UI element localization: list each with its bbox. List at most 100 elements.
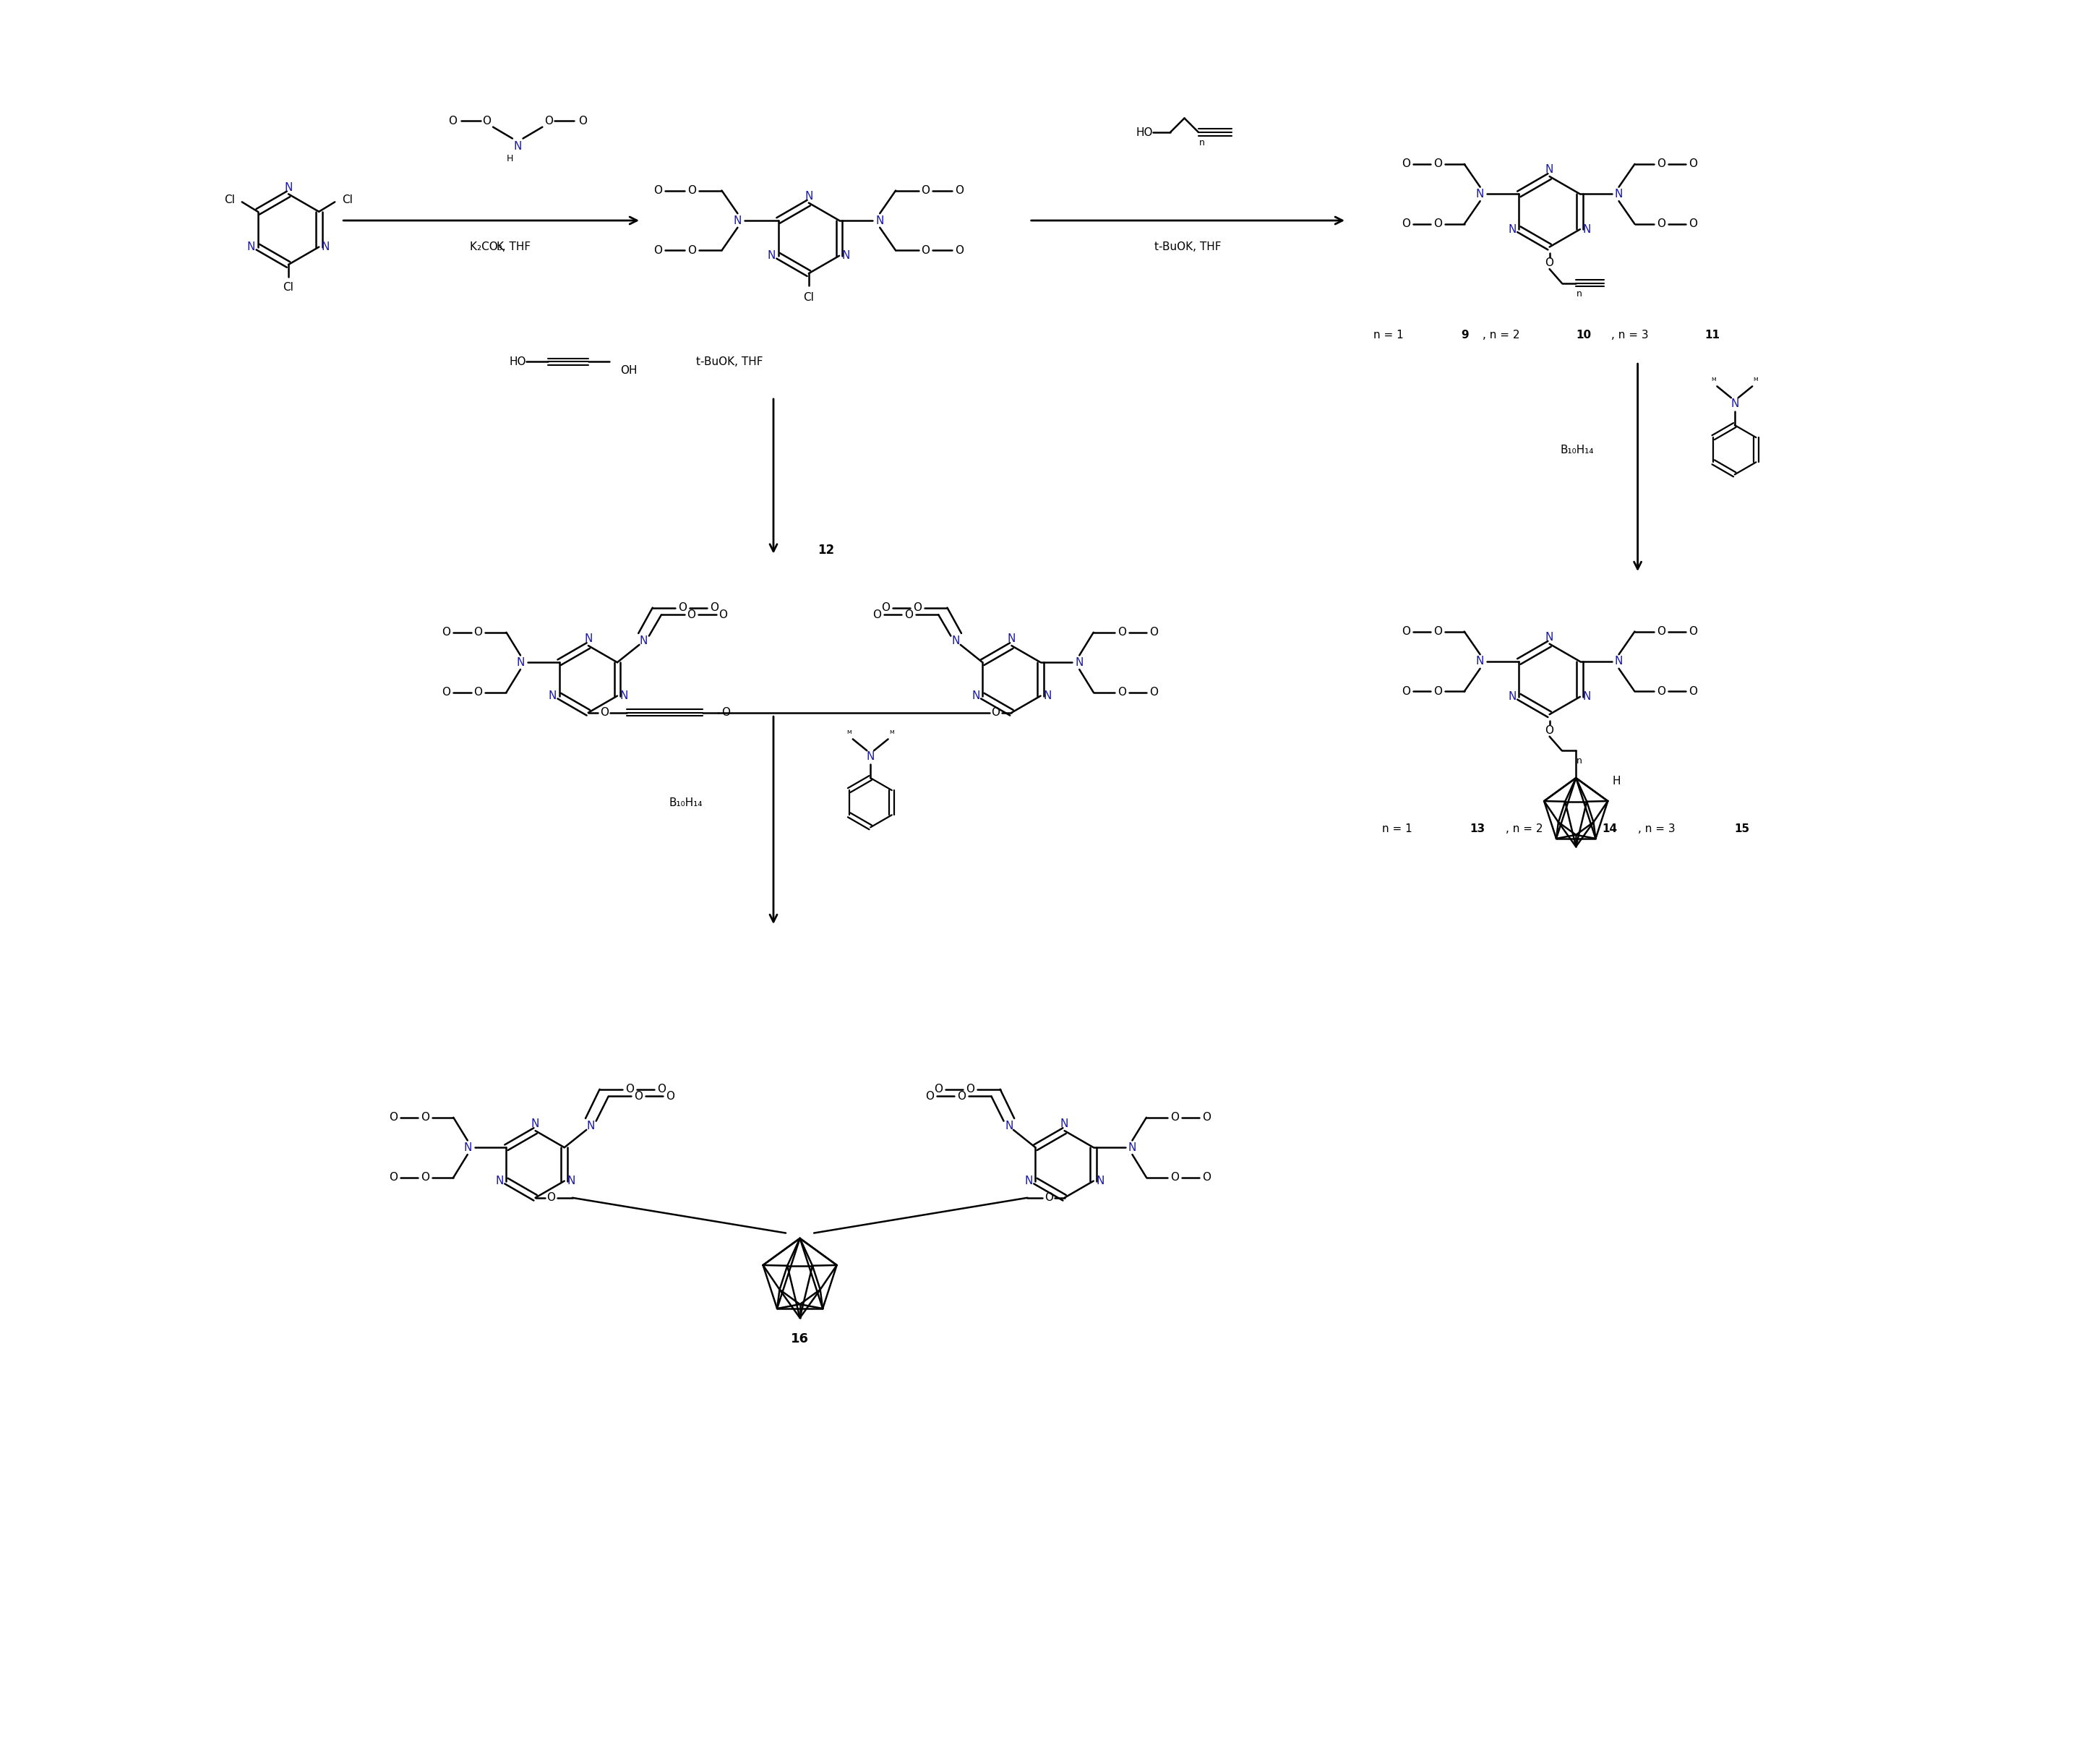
Text: 11: 11	[1704, 330, 1719, 340]
Text: N: N	[1007, 633, 1015, 644]
Text: B₁₀H₁₄: B₁₀H₁₄	[668, 797, 704, 808]
Text: N: N	[1731, 399, 1740, 409]
Text: O: O	[1117, 626, 1125, 639]
Text: O: O	[1432, 626, 1443, 637]
Text: N: N	[567, 1175, 575, 1187]
Text: N: N	[733, 215, 741, 226]
Text: O: O	[579, 115, 588, 127]
Text: HO: HO	[1136, 127, 1152, 138]
Text: O: O	[922, 185, 930, 196]
Text: N: N	[768, 250, 776, 261]
Text: O: O	[666, 1090, 675, 1102]
Text: 15: 15	[1736, 824, 1750, 834]
Text: O: O	[872, 609, 880, 621]
Text: N: N	[1476, 189, 1484, 199]
Text: N: N	[463, 1141, 471, 1154]
Text: O: O	[1657, 626, 1665, 637]
Text: N: N	[1615, 189, 1623, 199]
Text: N: N	[1127, 1141, 1136, 1154]
Text: H: H	[507, 153, 513, 164]
Text: O: O	[1688, 219, 1698, 229]
Text: ᴹ: ᴹ	[1711, 376, 1717, 386]
Text: N: N	[1005, 1120, 1013, 1132]
Text: N: N	[588, 1120, 596, 1132]
Text: O: O	[442, 626, 450, 639]
Text: N: N	[1026, 1175, 1034, 1187]
Text: n: n	[1576, 289, 1582, 298]
Text: O: O	[1171, 1111, 1179, 1124]
Text: O: O	[1171, 1171, 1179, 1184]
Text: Cl: Cl	[803, 291, 814, 303]
Text: , n = 3: , n = 3	[1611, 330, 1652, 340]
Text: OH: OH	[621, 365, 637, 376]
Text: O: O	[1657, 219, 1665, 229]
Text: O: O	[473, 626, 482, 639]
Text: O: O	[718, 609, 727, 621]
Text: ᴹ: ᴹ	[847, 729, 851, 739]
Text: O: O	[710, 602, 718, 614]
Text: HO: HO	[509, 356, 527, 367]
Text: O: O	[880, 602, 891, 614]
Text: O: O	[544, 115, 552, 127]
Text: N: N	[284, 182, 293, 192]
Text: O: O	[1117, 686, 1125, 699]
Text: O: O	[1432, 219, 1443, 229]
Text: O: O	[1401, 219, 1410, 229]
Text: N: N	[583, 633, 592, 644]
Text: N: N	[1476, 656, 1484, 667]
Text: N: N	[1096, 1175, 1104, 1187]
Text: O: O	[926, 1090, 934, 1102]
Text: 10: 10	[1576, 330, 1590, 340]
Text: O: O	[388, 1171, 399, 1184]
Text: O: O	[1044, 1192, 1053, 1203]
Text: O: O	[421, 1111, 430, 1124]
Text: N: N	[953, 635, 961, 647]
Text: t-BuOK, THF: t-BuOK, THF	[1154, 242, 1221, 252]
Text: O: O	[656, 1083, 666, 1095]
Text: O: O	[1202, 1111, 1210, 1124]
Text: N: N	[1545, 164, 1553, 175]
Text: O: O	[1202, 1171, 1210, 1184]
Text: 14: 14	[1603, 824, 1617, 834]
Text: 16: 16	[791, 1332, 810, 1346]
Text: O: O	[1545, 258, 1553, 268]
Text: O: O	[625, 1083, 633, 1095]
Text: N: N	[513, 141, 521, 152]
Text: N: N	[1615, 656, 1623, 667]
Text: , n = 2: , n = 2	[1505, 824, 1547, 834]
Text: , n = 2: , n = 2	[1482, 330, 1524, 340]
Text: , n = 3: , n = 3	[1638, 824, 1679, 834]
Text: N: N	[972, 690, 980, 702]
Text: N: N	[805, 191, 814, 201]
Text: O: O	[546, 1192, 556, 1203]
Text: n = 1: n = 1	[1383, 824, 1416, 834]
Text: N: N	[322, 242, 330, 252]
Text: N: N	[843, 250, 849, 261]
Text: O: O	[1432, 159, 1443, 169]
Text: ᴹ: ᴹ	[1754, 376, 1758, 386]
Text: O: O	[679, 602, 687, 614]
Text: O: O	[957, 1090, 965, 1102]
Text: O: O	[1401, 159, 1410, 169]
Text: Cl: Cl	[282, 282, 295, 293]
Text: O: O	[1688, 686, 1698, 697]
Text: n: n	[1200, 138, 1204, 148]
Text: O: O	[1401, 686, 1410, 697]
Text: O: O	[654, 185, 662, 196]
Text: Cl: Cl	[224, 194, 235, 206]
Text: O: O	[1432, 686, 1443, 697]
Text: O: O	[955, 245, 963, 256]
Text: O: O	[482, 115, 492, 127]
Text: Cl: Cl	[343, 194, 353, 206]
Text: O: O	[722, 707, 731, 718]
Text: O: O	[687, 609, 695, 621]
Text: O: O	[965, 1083, 974, 1095]
Text: O: O	[913, 602, 922, 614]
Text: O: O	[687, 245, 695, 256]
Text: O: O	[421, 1171, 430, 1184]
Text: O: O	[955, 185, 963, 196]
Text: n: n	[1576, 757, 1582, 766]
Text: O: O	[654, 245, 662, 256]
Text: N: N	[1507, 691, 1515, 702]
Text: O: O	[1657, 159, 1665, 169]
